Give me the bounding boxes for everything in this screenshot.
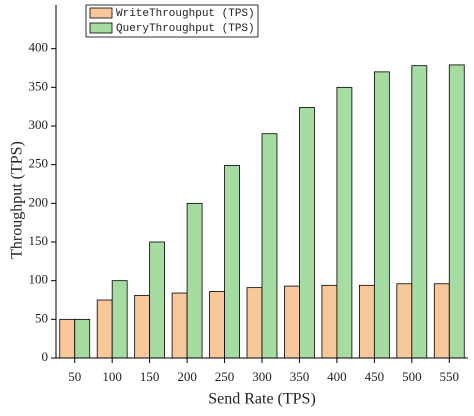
y-tick-label: 400 xyxy=(29,40,49,55)
bar xyxy=(149,241,166,359)
bar xyxy=(284,285,300,359)
bar xyxy=(224,165,240,359)
bar xyxy=(411,65,428,359)
y-tick-label: 200 xyxy=(29,194,49,209)
legend-swatch xyxy=(89,22,113,34)
legend-label: WriteThroughput (TPS) xyxy=(116,8,255,20)
x-tick-label: 450 xyxy=(365,369,385,384)
y-tick-label: 150 xyxy=(29,233,49,248)
legend-label: QueryThroughput (TPS) xyxy=(116,23,255,35)
bar xyxy=(448,64,465,359)
x-tick-label: 350 xyxy=(290,369,310,384)
bar xyxy=(246,287,263,359)
bar xyxy=(134,294,151,359)
y-tick-label: 350 xyxy=(29,78,49,93)
bar xyxy=(261,133,278,359)
y-tick-label: 50 xyxy=(35,310,48,325)
bar xyxy=(358,284,375,359)
x-axis-label: Send Rate (TPS) xyxy=(208,391,316,408)
x-tick-label: 150 xyxy=(140,369,160,384)
x-tick-label: 550 xyxy=(440,369,460,384)
bar xyxy=(299,107,315,359)
legend-box xyxy=(85,4,259,38)
bar xyxy=(59,318,76,359)
y-tick-label: 300 xyxy=(29,117,49,132)
x-tick-label: 250 xyxy=(215,369,235,384)
bar xyxy=(321,284,338,359)
bar xyxy=(336,86,353,359)
bar xyxy=(111,280,128,359)
x-tick-label: 400 xyxy=(327,369,347,384)
bar xyxy=(209,291,225,359)
legend-swatch xyxy=(89,7,113,19)
bar xyxy=(74,318,91,359)
bar xyxy=(186,202,203,359)
x-tick-label: 100 xyxy=(102,369,122,384)
x-tick-label: 500 xyxy=(402,369,422,384)
y-tick-label: 250 xyxy=(29,156,49,171)
bar xyxy=(171,292,188,359)
bar xyxy=(396,283,413,359)
bar xyxy=(96,299,113,359)
x-tick-label: 300 xyxy=(252,369,272,384)
x-tick-label: 50 xyxy=(68,369,81,384)
y-axis-label: Throughput (TPS) xyxy=(9,141,26,259)
bar xyxy=(433,283,450,359)
y-tick-label: 100 xyxy=(29,272,49,287)
x-tick-label: 200 xyxy=(177,369,197,384)
bar xyxy=(373,71,390,359)
y-tick-label: 0 xyxy=(42,349,49,364)
